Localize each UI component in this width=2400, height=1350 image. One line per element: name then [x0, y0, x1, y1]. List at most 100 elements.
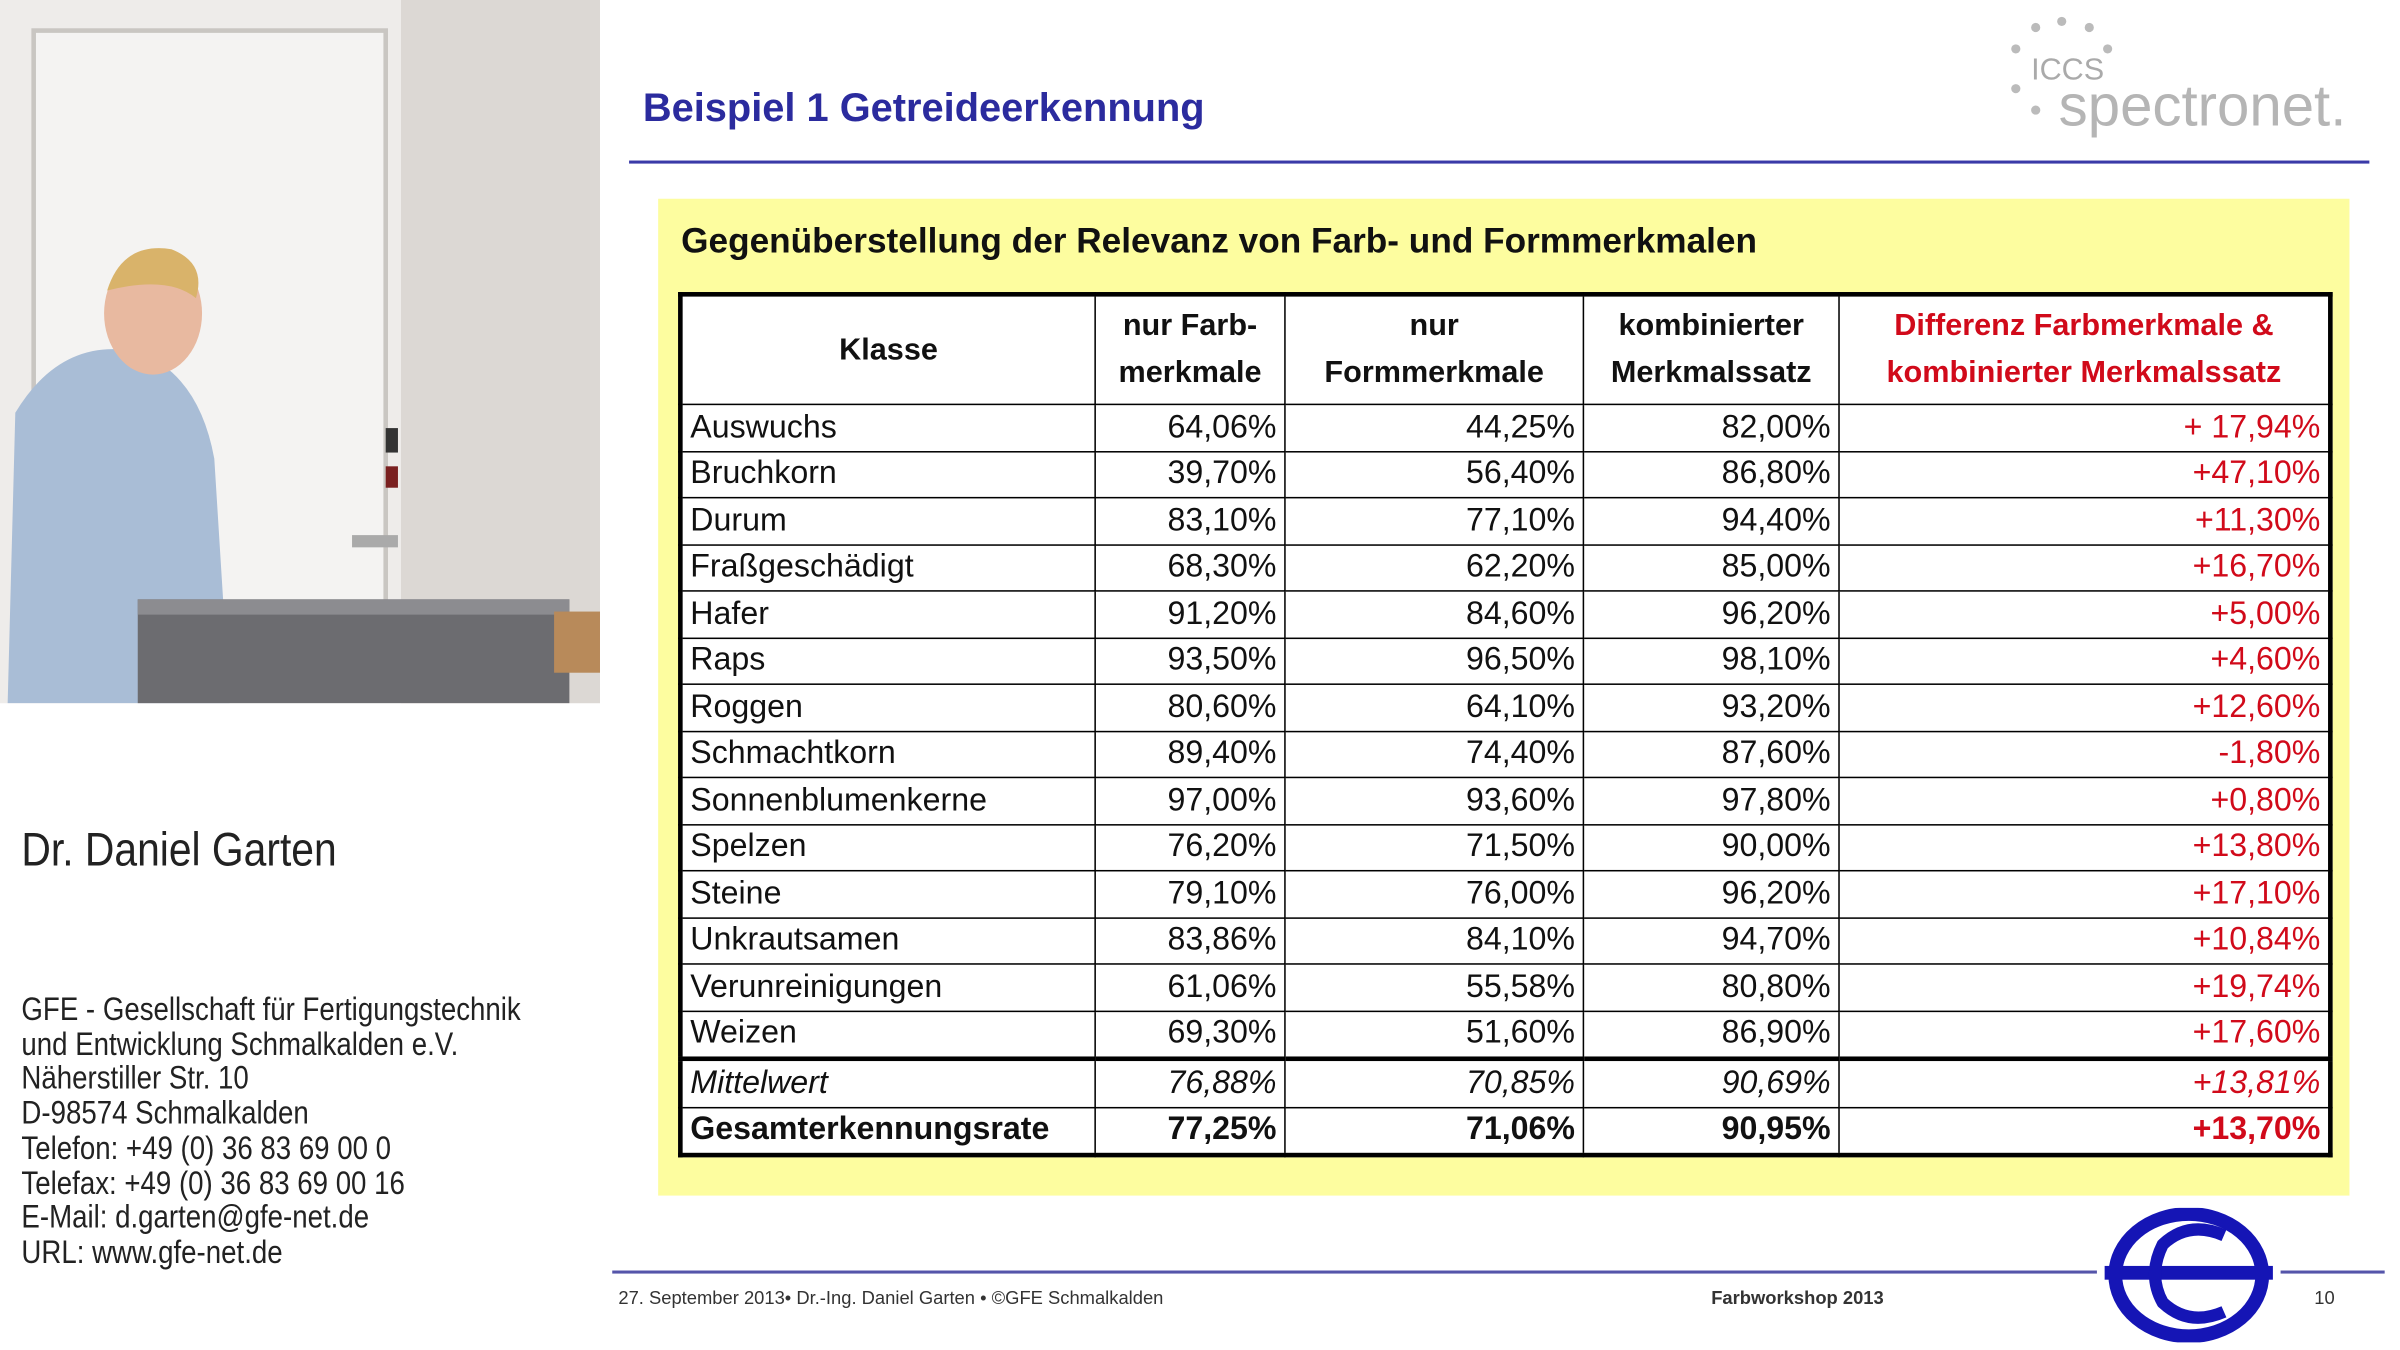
- value-cell: +13,80%: [1838, 823, 2332, 872]
- value-cell: 68,30%: [1094, 543, 1286, 592]
- value-cell: 93,60%: [1284, 776, 1585, 825]
- value-cell: +16,70%: [1838, 543, 2332, 592]
- value-cell: 90,69%: [1582, 1056, 1840, 1108]
- class-cell: Hafer: [679, 590, 1096, 639]
- address-line: D-98574 Schmalkalden: [21, 1096, 309, 1132]
- value-cell: 85,00%: [1582, 543, 1840, 592]
- value-cell: +11,30%: [1838, 496, 2332, 546]
- class-cell: Sonnenblumenkerne: [679, 776, 1096, 825]
- class-cell: Weizen: [679, 1009, 1096, 1060]
- value-cell: 97,80%: [1582, 776, 1840, 825]
- table-row: Weizen 69,30% 51,60% 86,90% +17,60%: [679, 1009, 2332, 1060]
- page-number: 10: [2314, 1287, 2335, 1309]
- class-cell: Steine: [679, 869, 1096, 919]
- address-line: Telefax: +49 (0) 36 83 69 00 16: [21, 1165, 405, 1201]
- value-cell: 94,40%: [1582, 496, 1840, 546]
- value-cell: 91,20%: [1094, 590, 1286, 639]
- value-cell: 96,20%: [1582, 869, 1840, 919]
- value-cell: 86,80%: [1582, 450, 1840, 499]
- table-row: Gesamterkennungsrate 77,25% 71,06% 90,95% +1…: [679, 1106, 2332, 1156]
- value-cell: 44,25%: [1284, 403, 1585, 452]
- table-row: Durum 83,10% 77,10% 94,40% +11,30%: [679, 496, 2332, 546]
- value-cell: 80,80%: [1582, 963, 1840, 1012]
- value-cell: 56,40%: [1284, 450, 1585, 499]
- footer-rule: [612, 1270, 2097, 1274]
- address-line: und Entwicklung Schmalkalden e.V.: [21, 1026, 459, 1063]
- speaker-name: Dr. Daniel Garten: [21, 822, 337, 877]
- address-line: E-Mail: d.garten@gfe-net.de: [21, 1200, 370, 1236]
- value-cell: 83,10%: [1094, 496, 1286, 546]
- class-cell: Raps: [679, 636, 1096, 685]
- value-cell: 39,70%: [1094, 450, 1286, 499]
- value-cell: 89,40%: [1094, 730, 1286, 779]
- table-row: Roggen 80,60% 64,10% 93,20% +12,60%: [679, 683, 2332, 732]
- logo-main: spectronet.: [2059, 73, 2347, 138]
- class-cell: Unkrautsamen: [679, 916, 1096, 965]
- table-row: Spelzen 76,20% 71,50% 90,00% +13,80%: [679, 823, 2332, 872]
- class-cell: Mittelwert: [679, 1056, 1096, 1108]
- address-line: Näherstiller Str. 10: [21, 1061, 249, 1097]
- value-cell: +19,74%: [1838, 963, 2332, 1012]
- class-cell: Gesamterkennungsrate: [679, 1106, 1096, 1156]
- value-cell: 77,25%: [1094, 1106, 1286, 1156]
- table-row: Auswuchs 64,06% 44,25% 82,00% + 17,94%: [679, 403, 2332, 452]
- value-cell: +13,81%: [1838, 1056, 2332, 1108]
- table-row: Hafer 91,20% 84,60% 96,20% +5,00%: [679, 590, 2332, 639]
- value-cell: 61,06%: [1094, 963, 1286, 1012]
- class-cell: Auswuchs: [679, 403, 1096, 452]
- value-cell: 51,60%: [1284, 1009, 1585, 1060]
- title-rule: [629, 160, 2370, 164]
- value-cell: +0,80%: [1838, 776, 2332, 825]
- footer-center: Farbworkshop 2013: [1711, 1287, 1884, 1309]
- table-row: Unkrautsamen 83,86% 84,10% 94,70% +10,84%: [679, 916, 2332, 965]
- value-cell: 64,06%: [1094, 403, 1286, 452]
- header-cell: nur Farb- merkmale: [1094, 293, 1286, 406]
- class-cell: Schmachtkorn: [679, 730, 1096, 779]
- value-cell: 74,40%: [1284, 730, 1585, 779]
- logo-small: ICCS: [2031, 53, 2104, 87]
- address-line: GFE - Gesellschaft für Fertigungstechnik: [21, 992, 521, 1028]
- value-cell: 93,20%: [1582, 683, 1840, 732]
- address-line: URL: www.gfe-net.de: [21, 1235, 283, 1271]
- value-cell: 62,20%: [1284, 543, 1585, 592]
- table-row: Bruchkorn 39,70% 56,40% 86,80% +47,10%: [679, 450, 2332, 499]
- value-cell: +13,70%: [1838, 1106, 2332, 1156]
- footer-rule: [2280, 1270, 2385, 1274]
- class-cell: Fraßgeschädigt: [679, 543, 1096, 592]
- value-cell: -1,80%: [1838, 730, 2332, 779]
- slide-title: Beispiel 1 Getreideerkennung: [642, 84, 1205, 130]
- value-cell: 77,10%: [1284, 496, 1585, 546]
- value-cell: 97,00%: [1094, 776, 1286, 825]
- class-cell: Bruchkorn: [679, 450, 1096, 499]
- value-cell: 87,60%: [1582, 730, 1840, 779]
- table-row: Sonnenblumenkerne 97,00% 93,60% 97,80% +0,80…: [679, 776, 2332, 825]
- value-cell: 69,30%: [1094, 1009, 1286, 1060]
- value-cell: 80,60%: [1094, 683, 1286, 732]
- value-cell: 84,10%: [1284, 916, 1585, 965]
- value-cell: 94,70%: [1582, 916, 1840, 965]
- value-cell: +12,60%: [1838, 683, 2332, 732]
- table-row: Raps 93,50% 96,50% 98,10% +4,60%: [679, 636, 2332, 685]
- value-cell: 84,60%: [1284, 590, 1585, 639]
- header-cell: kombinierter Merkmalssatz: [1582, 293, 1840, 406]
- table-row: Verunreinigungen 61,06% 55,58% 80,80% +19,74…: [679, 963, 2332, 1012]
- value-cell: +10,84%: [1838, 916, 2332, 965]
- spectronet-logo: ICCS spectronet.: [2011, 16, 2347, 138]
- value-cell: 83,86%: [1094, 916, 1286, 965]
- value-cell: 90,00%: [1582, 823, 1840, 872]
- value-cell: 82,00%: [1582, 403, 1840, 452]
- address-line: Telefon: +49 (0) 36 83 69 00 0: [21, 1131, 392, 1167]
- value-cell: 96,20%: [1582, 590, 1840, 639]
- value-cell: +17,10%: [1838, 869, 2332, 919]
- value-cell: 79,10%: [1094, 869, 1286, 919]
- value-cell: 71,50%: [1284, 823, 1585, 872]
- table-row: Schmachtkorn 89,40% 74,40% 87,60% -1,80%: [679, 730, 2332, 779]
- value-cell: 55,58%: [1284, 963, 1585, 1012]
- gfe-logo: [2104, 1207, 2273, 1343]
- table-title: Gegenüberstellung der Relevanz von Farb-…: [681, 220, 1758, 260]
- header-row: Klasse nur Farb- merkmale nur Formmerkmale…: [679, 293, 2332, 406]
- value-cell: +17,60%: [1838, 1009, 2332, 1060]
- class-cell: Durum: [679, 496, 1096, 546]
